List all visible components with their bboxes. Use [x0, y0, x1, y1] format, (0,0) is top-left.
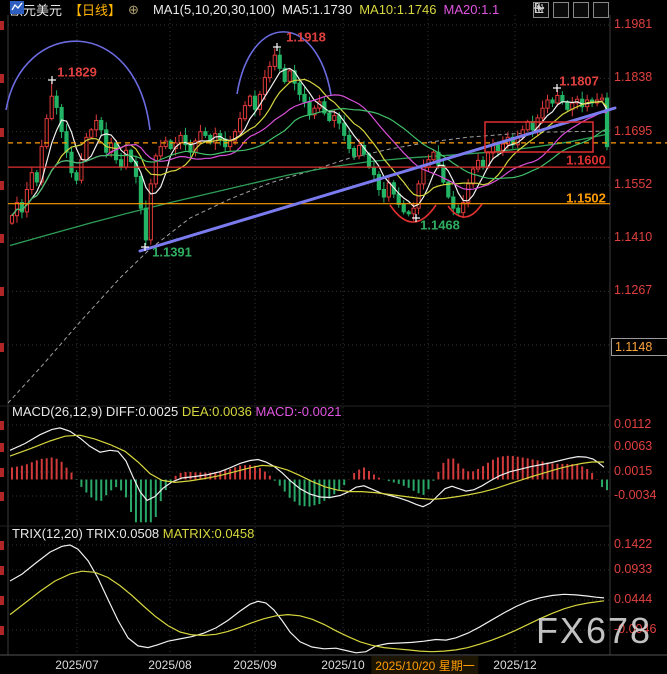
x-axis-label[interactable]: 2025/12	[493, 658, 537, 672]
macd-title: MACD(26,12,9) DIFF:0.0025	[12, 404, 179, 419]
price-axis-label: 1.1267	[614, 283, 653, 298]
ma-settings-label[interactable]: MA1(5,10,20,30,100)	[152, 2, 276, 17]
annotation-label: 1.1807	[559, 73, 599, 89]
ma20-line	[11, 94, 608, 216]
trix-panel	[9, 544, 605, 654]
price-axis-label: 1.1552	[614, 177, 653, 192]
arc-annotation[interactable]	[5, 40, 151, 131]
x-axis-label[interactable]: 2025/09	[233, 658, 277, 672]
left-axis-stub	[0, 626, 4, 635]
gridlines	[0, 15, 667, 656]
chart-toolbar	[533, 2, 609, 18]
left-axis-stub	[0, 74, 4, 84]
trendline[interactable]	[138, 106, 617, 253]
watermark: FX678	[536, 610, 653, 651]
left-axis-stub	[0, 468, 4, 477]
left-axis-stub	[0, 566, 4, 575]
price-axis-label: 1.1695	[614, 123, 653, 138]
ma20-value: MA20:1.1	[443, 2, 500, 17]
x-axis-label[interactable]: 2025/10	[321, 658, 365, 672]
left-axis-stub	[0, 596, 4, 605]
trix-axis-label: 0.0444	[614, 592, 653, 606]
trix-axis-label: -0.0046	[614, 622, 657, 636]
macd-panel	[9, 427, 608, 523]
trix-line	[9, 544, 605, 654]
level-label: 1.1502	[566, 190, 606, 206]
pan-tool-icon[interactable]	[533, 2, 549, 18]
macd-axis-label: -0.0034	[614, 488, 657, 502]
macd-axis-label: 0.0063	[614, 439, 653, 453]
annotation-label: 1.1391	[152, 244, 192, 260]
x-axis-highlight-date: 2025/10/20 星期一	[371, 656, 479, 674]
left-axis-stub	[0, 181, 4, 191]
price-axis-label: 1.1838	[614, 70, 653, 85]
price-axis-label: 1.1410	[614, 230, 653, 244]
macd-indicator-header[interactable]: MACD(26,12,9) DIFF:0.0025 DEA:0.0036 MAC…	[12, 404, 342, 419]
add-indicator-icon[interactable]: ⊕	[128, 1, 139, 17]
ma5-line	[11, 67, 608, 216]
left-axis-stub	[0, 287, 4, 297]
extreme-cross-marker	[141, 243, 149, 251]
extreme-cross-marker	[553, 84, 561, 92]
bottom-circle-annotation[interactable]	[389, 204, 437, 223]
left-axis-stub	[0, 21, 4, 30]
extreme-cross-marker	[273, 43, 281, 51]
macd-diff-line	[9, 427, 605, 508]
bottom-circle-annotation[interactable]	[447, 203, 483, 218]
annotation-label: 1.1468	[420, 217, 460, 233]
trix-axis-label: 0.1422	[614, 537, 653, 551]
exit-chart-icon[interactable]	[534, 2, 609, 18]
macd-dea-line	[9, 434, 604, 501]
annotation-label: 1.1829	[57, 64, 97, 80]
y-axis-scale-icon[interactable]	[534, 2, 569, 18]
trix-indicator-header[interactable]: TRIX(12,20) TRIX:0.0508 MATRIX:0.0458	[12, 526, 254, 541]
arc-annotation[interactable]	[236, 31, 332, 96]
ma10-value: MA10:1.1746	[359, 2, 437, 17]
long-term-ma-line	[8, 130, 610, 404]
rectangle-annotation[interactable]	[484, 121, 594, 153]
chart-header: 欧元美元 【日线】 ⊕ MA1(5,10,20,30,100) MA5:1.173…	[10, 1, 499, 18]
ma30-line	[11, 107, 608, 216]
matrix-line	[9, 570, 605, 653]
period-label[interactable]: 【日线】	[69, 3, 122, 18]
extreme-cross-marker	[48, 76, 56, 84]
macd-dea-value: DEA:0.0036	[181, 404, 252, 419]
annotation-label: 1.1918	[286, 29, 326, 45]
level-label: 1.1600	[566, 152, 606, 168]
left-axis-stub	[0, 343, 4, 352]
macd-value: MACD:-0.0021	[255, 404, 342, 419]
extreme-cross-marker	[412, 214, 420, 222]
left-axis-stub	[0, 421, 4, 430]
main-price-panel	[8, 48, 610, 404]
macd-axis-label: 0.0015	[614, 464, 653, 478]
left-axis-stub	[0, 541, 4, 550]
macd-axis-label: 0.0112	[614, 417, 652, 431]
trix-title: TRIX(12,20) TRIX:0.0508	[12, 526, 160, 541]
left-axis-stub	[0, 127, 4, 137]
trix-matrix-value: MATRIX:0.0458	[162, 526, 255, 541]
left-axis-stub	[0, 443, 4, 452]
left-axis-stub	[0, 492, 4, 501]
x-axis-label[interactable]: 2025/08	[148, 658, 192, 672]
ma5-value: MA5:1.1730	[282, 2, 353, 17]
ma10-line	[11, 78, 608, 216]
ma100-line	[9, 133, 608, 247]
x-axis-label[interactable]: 2025/07	[55, 658, 99, 672]
left-axis-stub	[0, 234, 4, 243]
price-axis-label: 1.1981	[614, 17, 653, 31]
x-axis-scale-icon[interactable]	[534, 2, 589, 18]
crosshair-price-label: 1.1148	[611, 338, 667, 356]
trix-axis-label: 0.0933	[614, 562, 653, 576]
